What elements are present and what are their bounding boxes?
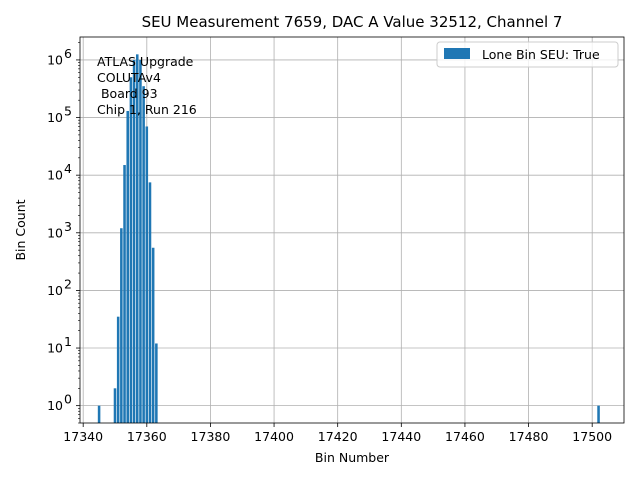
y-tick-label: 10 [47, 225, 63, 240]
x-tick-label: 17360 [127, 429, 167, 444]
bar [113, 388, 117, 423]
y-tick-label: 10 [47, 283, 63, 298]
x-tick-label: 17380 [191, 429, 231, 444]
x-tick-label: 17340 [63, 429, 103, 444]
legend-swatch [444, 48, 470, 59]
bar [120, 228, 123, 423]
plot-frame [79, 36, 625, 424]
grid-lines [80, 37, 624, 423]
y-tick-label: 10 [47, 52, 63, 67]
y-tick-label: 10 [47, 168, 63, 183]
y-tick-exponent: 2 [64, 276, 72, 291]
y-tick-label: 10 [47, 110, 63, 125]
legend-label: Lone Bin SEU: True [482, 47, 600, 62]
bar [142, 86, 145, 424]
x-axis-label: Bin Number [315, 450, 390, 465]
annotation-line: Board 93 [97, 86, 158, 101]
x-axis-ticks: 17340 17360 17380 17400 17420 17440 17460 17480… [63, 423, 612, 444]
bar [116, 316, 120, 423]
bar [97, 405, 101, 423]
y-tick-exponent: 4 [64, 161, 72, 176]
legend-box [436, 41, 619, 68]
y-tick-label: 10 [47, 398, 63, 413]
x-tick-label: 17420 [318, 429, 358, 444]
bar [132, 59, 136, 423]
x-tick-label: 17460 [445, 429, 485, 444]
legend: Lone Bin SEU: True [436, 41, 619, 68]
y-tick-label: 10 [47, 341, 63, 356]
annotation-line: ATLAS Upgrade [97, 54, 194, 69]
y-tick-exponent: 3 [64, 219, 72, 234]
x-tick-label: 17400 [254, 429, 294, 444]
bar [139, 59, 142, 423]
bars [97, 54, 600, 424]
x-tick-label: 17440 [381, 429, 421, 444]
bar [155, 343, 158, 423]
y-axis-label: Bin Count [13, 199, 28, 260]
y-tick-exponent: 1 [64, 334, 72, 349]
bar [148, 182, 152, 423]
x-tick-label: 17480 [509, 429, 549, 444]
bar [123, 165, 126, 423]
y-tick-exponent: 6 [64, 46, 72, 61]
annotation-line: COLUTAv4 [97, 70, 161, 85]
y-tick-exponent: 0 [64, 392, 72, 407]
y-tick-exponent: 5 [64, 104, 72, 119]
x-tick-label: 17500 [572, 429, 612, 444]
bar [126, 110, 129, 423]
bar [151, 247, 155, 423]
bar [145, 126, 149, 424]
chart-title: SEU Measurement 7659, DAC A Value 32512,… [142, 13, 563, 31]
bar [597, 405, 600, 423]
bar [129, 77, 133, 423]
bar [135, 54, 139, 424]
annotation-line: Chip 1, Run 216 [97, 102, 197, 117]
